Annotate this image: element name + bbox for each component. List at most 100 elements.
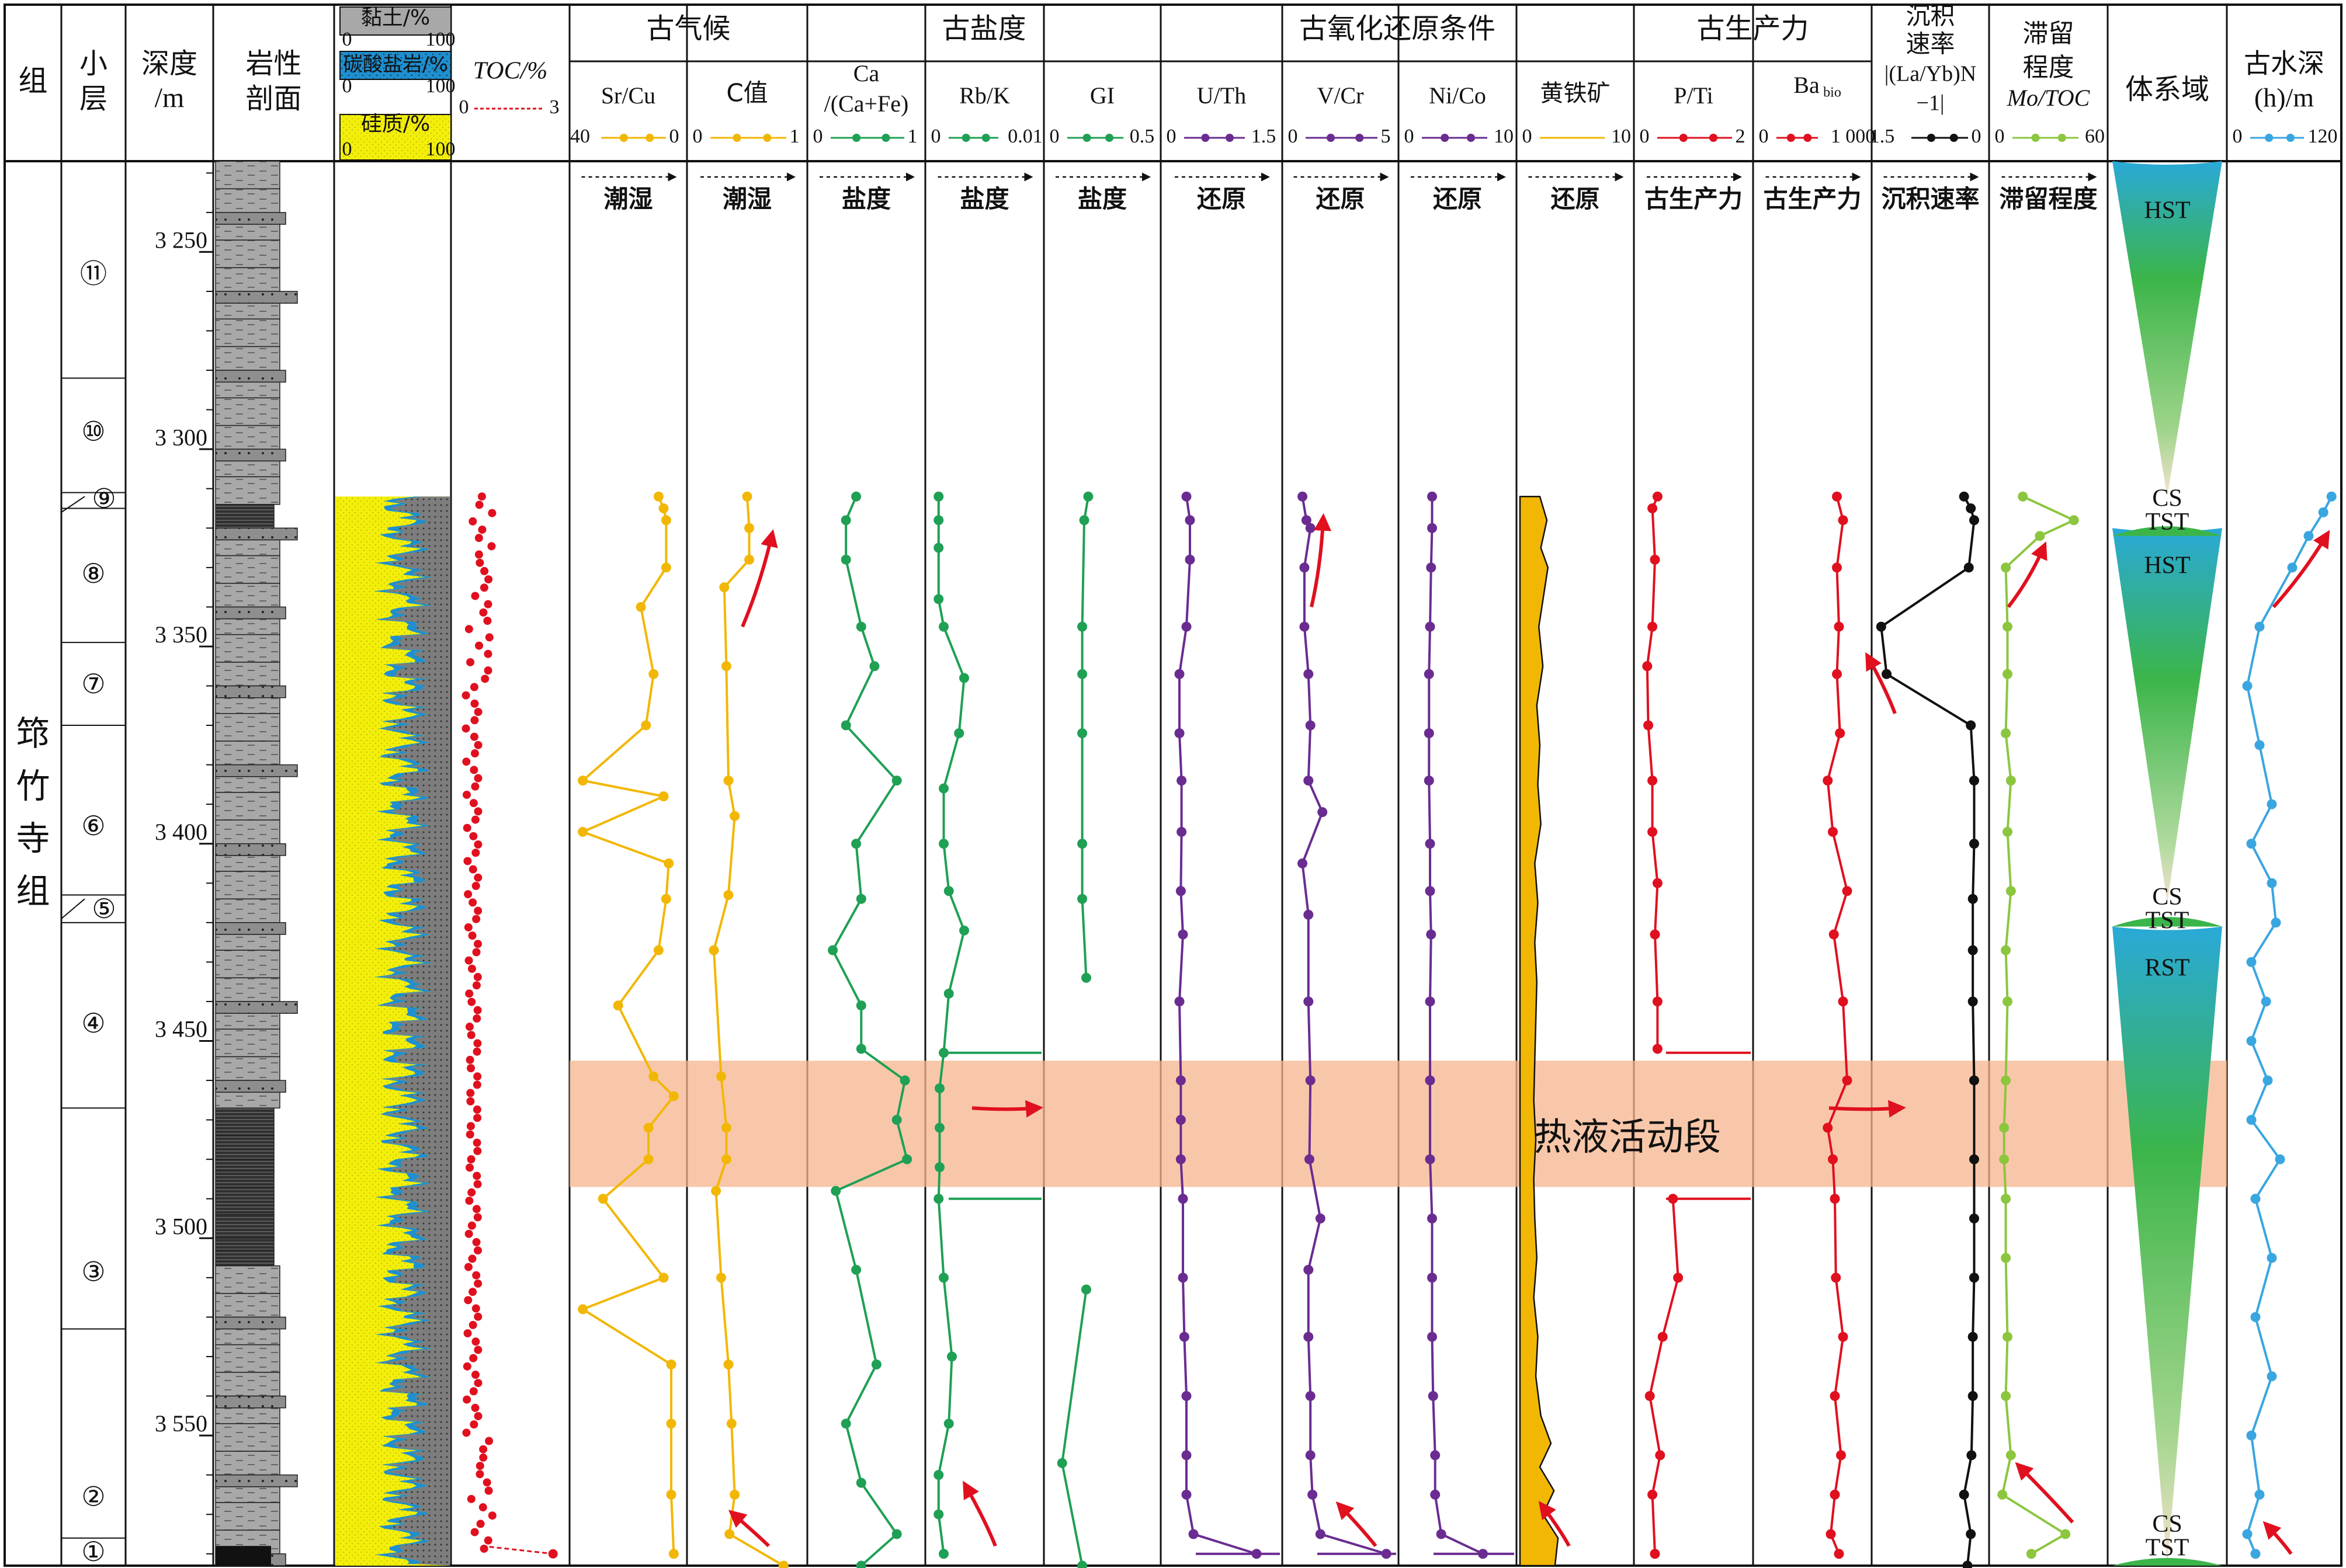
toc-point [473, 1014, 481, 1023]
toc-point [548, 1549, 558, 1559]
toc-point [466, 1055, 474, 1064]
series-point [1436, 1529, 1446, 1539]
series-point [1425, 621, 1435, 632]
col-range-max: 0 [669, 126, 679, 147]
series-point [2267, 1371, 2277, 1382]
series-point [719, 582, 730, 593]
litho-bed [215, 843, 286, 856]
litho-bed [215, 1056, 280, 1081]
series-point [744, 554, 755, 565]
series-line [831, 496, 908, 1567]
toc-point [467, 1064, 476, 1073]
toc-point [464, 1263, 473, 1271]
series-point [1652, 878, 1663, 888]
litho-bed [215, 381, 280, 399]
toc-point [474, 1312, 483, 1321]
series-point [2262, 1075, 2273, 1086]
series-point [2267, 1253, 2277, 1263]
toc-point [471, 1304, 480, 1313]
toc-point [473, 1006, 482, 1014]
series-line [1178, 496, 1257, 1555]
col-range-dot [1201, 134, 1210, 142]
series-point [1830, 1391, 1840, 1402]
toc-range: 0 [459, 96, 469, 118]
layer-number: ⑨ [92, 482, 116, 514]
col-name: Ni/Co [1429, 82, 1486, 109]
hydrothermal-label: 热液活动段 [1534, 1116, 1721, 1159]
series-point [1828, 826, 1838, 837]
series-point [1177, 826, 1187, 837]
series-point [1185, 515, 1195, 526]
toc-point [480, 583, 488, 592]
series-point [1427, 491, 1437, 502]
toc-point [474, 940, 483, 948]
toc-point [468, 1320, 477, 1329]
series-point [1303, 1264, 1314, 1275]
toc-point [473, 1105, 481, 1114]
toc-point [474, 550, 483, 559]
group-name-char: 寺 [16, 819, 50, 858]
series-point [1177, 776, 1187, 786]
litho-bed [215, 662, 280, 687]
trend-arrow [963, 1480, 997, 1547]
series-point [1426, 929, 1436, 940]
series-line [1880, 496, 1976, 1566]
siliceous-header: 硅质/% [361, 112, 430, 136]
series-point [939, 839, 949, 849]
series-point [613, 1000, 623, 1011]
trend-label: 潮湿 [603, 185, 653, 213]
toc-point [470, 1528, 479, 1536]
col-range-max: 120 [2308, 126, 2338, 147]
litho-bed [215, 634, 280, 663]
toc-point [467, 1494, 476, 1503]
series-point [1424, 728, 1434, 739]
group-header-paleosalinity: 古盐度 [942, 12, 1026, 45]
series-point [1967, 996, 1978, 1007]
toc-point [471, 882, 480, 891]
series-point [1647, 503, 1658, 513]
series-point [1427, 523, 1437, 533]
series-point [2001, 1391, 2011, 1402]
trend-arrow [2015, 1462, 2074, 1524]
toc-point [484, 1536, 492, 1545]
litho-bed [215, 1293, 280, 1318]
series-point [1832, 669, 1842, 679]
trend-arrow [1310, 513, 1332, 608]
toc-point [474, 1379, 483, 1388]
toc-range: 3 [550, 96, 560, 118]
col-range-min: 0 [1404, 126, 1414, 147]
series-point [1427, 1331, 1437, 1342]
col-range-dot [852, 134, 861, 142]
toc-point [467, 1188, 476, 1197]
comp-tick: 100 [426, 138, 456, 160]
series-point [658, 791, 669, 802]
toc-point [470, 766, 478, 774]
series-point [2303, 531, 2314, 541]
col-range-max: 60 [2085, 126, 2105, 147]
toc-point [462, 1428, 471, 1437]
series-point [954, 728, 964, 739]
layer-number: ③ [81, 1256, 105, 1288]
toc-point [473, 1146, 482, 1155]
series-point [661, 562, 671, 573]
series-point [831, 1185, 841, 1196]
toc-point [474, 708, 483, 717]
toc-point [488, 509, 497, 517]
series-point [1299, 621, 1310, 632]
series-point [1643, 720, 1654, 731]
series-point [947, 1351, 957, 1362]
toc-point [484, 600, 492, 609]
group-header-productivity: 古生产力 [1696, 12, 1809, 45]
series-point [1966, 720, 1976, 731]
toc-point [474, 807, 483, 816]
series-line [1646, 496, 1659, 1049]
series-point [1963, 562, 1974, 573]
series-line [1301, 496, 1387, 1555]
series-point [1427, 1273, 1437, 1283]
col-range-max: 10 [1611, 126, 1631, 147]
tract-label-cs: CS [2152, 1511, 2182, 1538]
series-point [723, 1359, 734, 1369]
thin-layer-mark [61, 496, 85, 513]
col-range-dot [1105, 134, 1113, 142]
series-point [856, 1560, 866, 1568]
